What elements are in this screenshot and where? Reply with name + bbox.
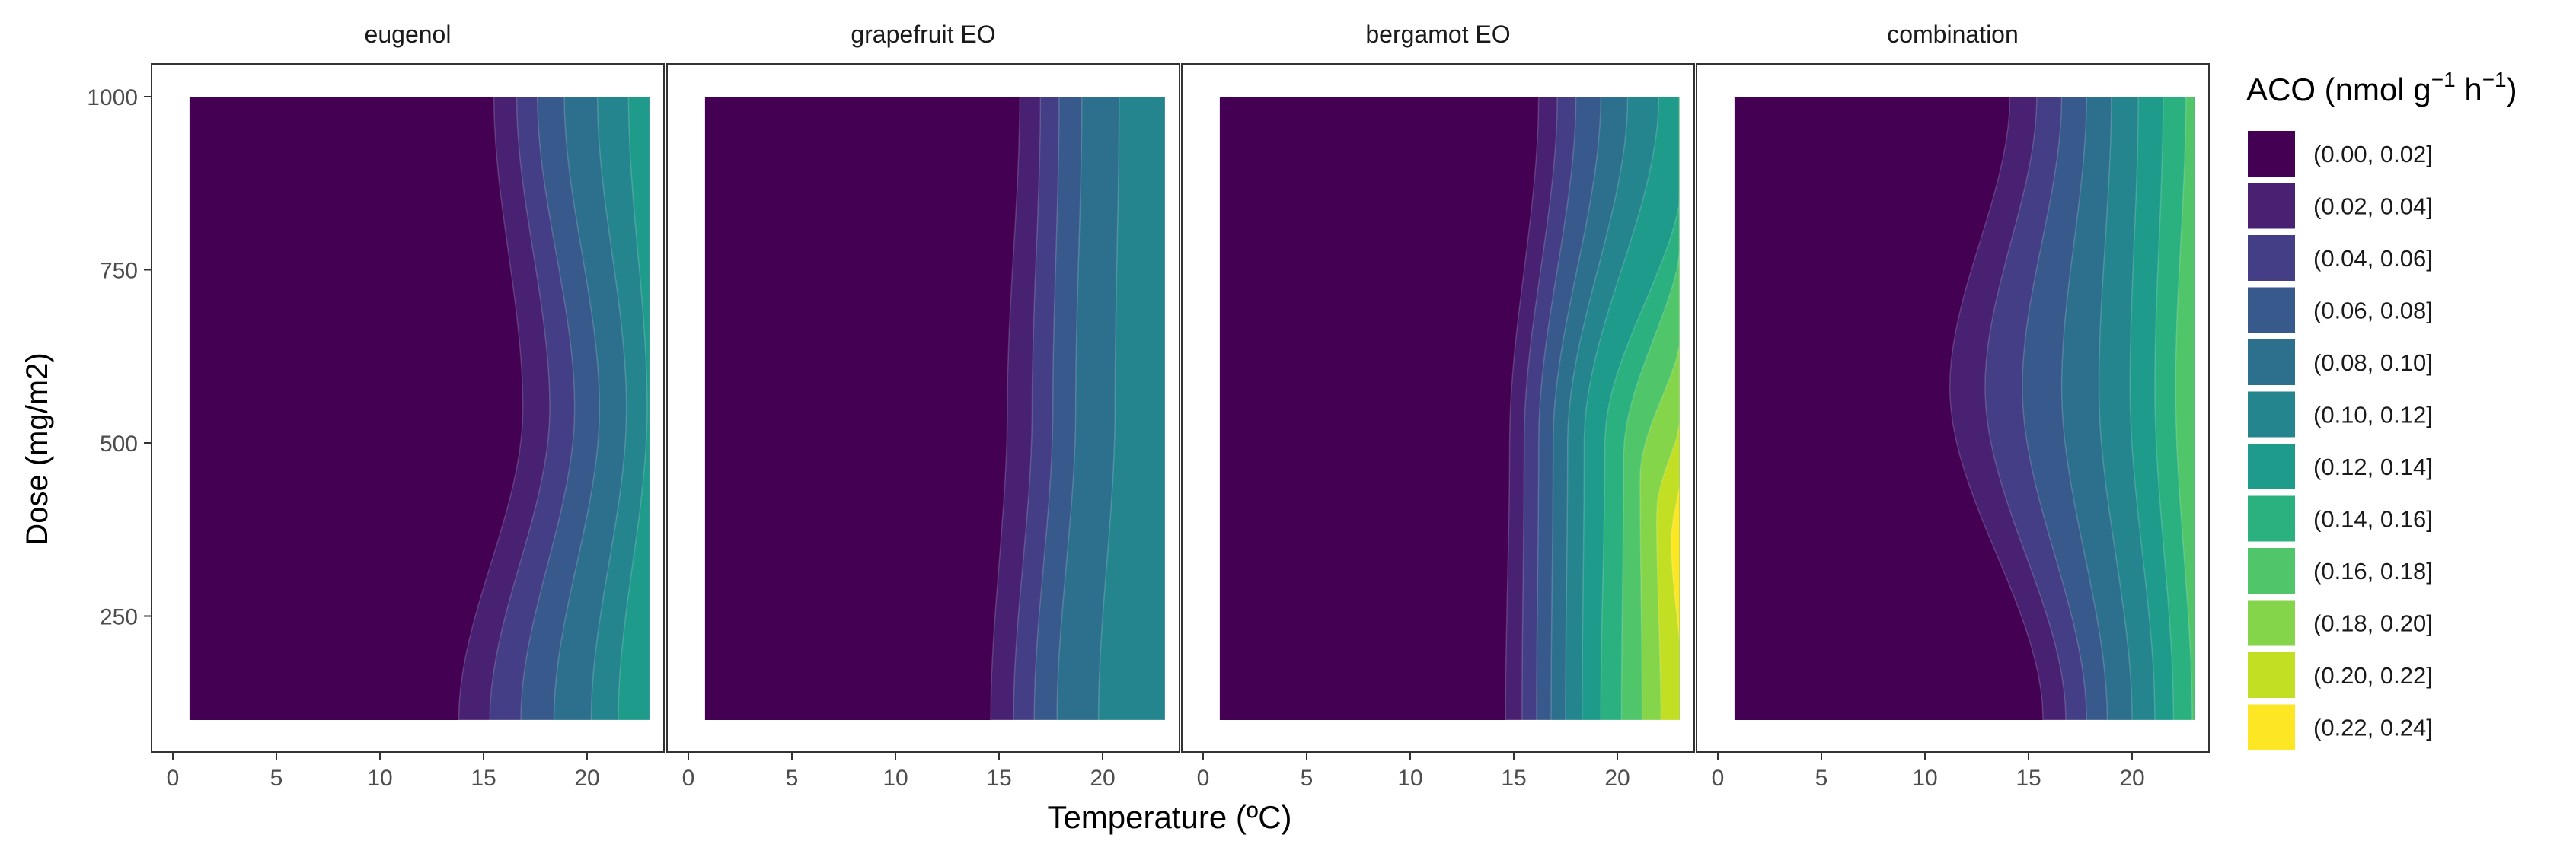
x-tick-label: 15 (986, 766, 1011, 791)
x-tick-label: 0 (1712, 766, 1725, 791)
legend-label: (0.16, 0.18] (2313, 558, 2433, 585)
facet-panel: eugenol 0 5 10 15 20 (151, 21, 665, 791)
legend-label: (0.12, 0.14] (2313, 454, 2433, 480)
panel-border (1181, 63, 1695, 753)
facet-title: eugenol (365, 21, 452, 48)
legend-swatch (2248, 652, 2295, 698)
contour-field (1734, 97, 2195, 720)
x-tick-label: 20 (574, 766, 599, 791)
legend-swatch (2248, 495, 2295, 542)
x-tick-label: 15 (471, 766, 496, 791)
legend: ACO (nmol g−1 h−1) (0.00, 0.02](0.02, 0.… (2246, 68, 2517, 750)
x-tick-label: 10 (1912, 766, 1937, 791)
contour-field (1219, 97, 1680, 720)
facet-title: grapefruit EO (851, 21, 995, 48)
legend-swatch (2248, 704, 2295, 750)
contour-band (1671, 97, 1680, 720)
x-tick-label: 0 (1197, 766, 1210, 791)
legend-title-h: h (2456, 72, 2482, 107)
x-tick-label: 15 (2016, 766, 2041, 791)
contour-field (704, 97, 1165, 720)
legend-swatch (2248, 548, 2295, 594)
legend-label: (0.20, 0.22] (2313, 662, 2433, 689)
x-tick-label: 5 (786, 766, 799, 791)
x-tick-label: 0 (167, 766, 180, 791)
legend-swatch (2248, 131, 2295, 177)
y-tick-label: 1000 (87, 85, 138, 110)
contour-field (189, 97, 650, 720)
legend-swatch (2248, 235, 2295, 281)
legend-label: (0.04, 0.06] (2313, 245, 2433, 272)
x-tick-label: 20 (1604, 766, 1630, 791)
facet-panel: grapefruit EO 0 5 10 15 20 (666, 21, 1180, 791)
x-tick-label: 5 (1815, 766, 1828, 791)
legend-label: (0.10, 0.12] (2313, 402, 2433, 428)
x-tick-label: 5 (270, 766, 283, 791)
legend-swatch (2248, 600, 2295, 646)
x-tick-label: 20 (1090, 766, 1115, 791)
x-axis-title: Temperature (ºC) (1047, 799, 1291, 835)
y-tick-label: 750 (100, 259, 138, 284)
legend-label: (0.14, 0.16] (2313, 506, 2433, 533)
x-tick-label: 15 (1501, 766, 1526, 791)
legend-label: (0.02, 0.04] (2313, 193, 2433, 220)
legend-title-close: ) (2507, 72, 2517, 107)
facet-panel: combination 0 5 10 15 20 (1696, 21, 2210, 791)
legend-title-superscript-2: −1 (2482, 68, 2507, 91)
x-tick-label: 0 (682, 766, 695, 791)
facet-title: bergamot EO (1365, 21, 1510, 48)
x-tick-label: 10 (883, 766, 908, 791)
facet-panel: bergamot EO 0 5 10 15 20 (1181, 21, 1695, 791)
panel-border (666, 63, 1180, 753)
legend-label: (0.06, 0.08] (2313, 298, 2433, 324)
panel-border (151, 63, 665, 753)
legend-title-main: ACO (nmol g (2246, 72, 2431, 107)
legend-label: (0.00, 0.02] (2313, 141, 2433, 167)
contour-band (1097, 97, 1165, 720)
y-tick-label: 250 (100, 605, 138, 630)
facet-title: combination (1887, 21, 2019, 48)
x-tick-label: 5 (1301, 766, 1314, 791)
y-axis-title: Dose (mg/m2) (21, 352, 54, 545)
legend-title-superscript-1: −1 (2431, 68, 2456, 91)
legend-swatch (2248, 183, 2295, 229)
x-tick-label: 10 (1397, 766, 1422, 791)
legend-title: ACO (nmol g−1 h−1) (2246, 68, 2517, 107)
legend-swatch (2248, 444, 2295, 489)
legend-swatch (2248, 339, 2295, 385)
x-tick-label: 10 (367, 766, 392, 791)
legend-swatch (2248, 391, 2295, 438)
legend-keys: (0.00, 0.02] (0.02, 0.04] (0.04, 0.06] (0.0… (2248, 131, 2433, 750)
contour-band (618, 97, 650, 720)
legend-label: (0.08, 0.10] (2313, 349, 2433, 376)
panel-border (1696, 63, 2210, 753)
y-axis: 250 500 750 1000 (87, 85, 152, 630)
legend-label: (0.18, 0.20] (2313, 610, 2433, 637)
y-tick-label: 500 (100, 432, 138, 457)
legend-swatch (2248, 287, 2295, 333)
legend-label: (0.22, 0.24] (2313, 715, 2433, 741)
x-tick-label: 20 (2119, 766, 2144, 791)
contour-band (2175, 97, 2195, 720)
